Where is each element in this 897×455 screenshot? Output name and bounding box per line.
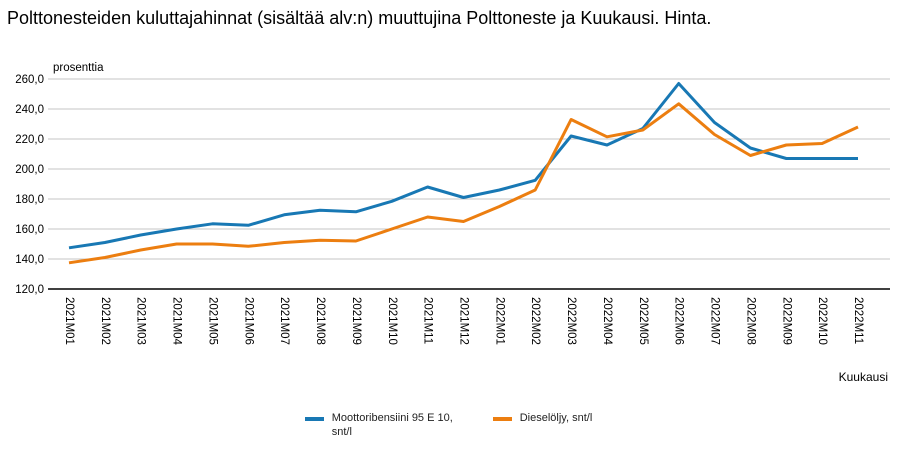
grid-layer: 260,0 240,0 220,0 200,0 180,0 160,0 140,0 120,0: [15, 74, 890, 296]
x-tick-label: 2021M07: [278, 297, 290, 345]
x-tick-label: 2022M11: [852, 297, 864, 344]
x-tick-label: 2022M09: [780, 297, 792, 345]
y-tick-label: 120,0: [15, 284, 44, 296]
x-tick-label: 2021M04: [171, 297, 183, 346]
x-tick-label: 2021M03: [135, 297, 147, 345]
x-tick-label: 2021M08: [314, 297, 326, 345]
x-tick-label: 2021M02: [99, 297, 111, 345]
bensiini-line-swatch-icon: [304, 417, 324, 421]
y-tick-label: 160,0: [15, 224, 44, 236]
series-line-0: [68, 82, 858, 250]
chart-legend: Moottoribensiini 95 E 10, snt/l Dieselöl…: [0, 412, 897, 440]
x-tick-label: 2021M06: [242, 297, 254, 345]
x-tick-label: 2021M09: [350, 297, 362, 345]
legend-item-diesel: Dieselöljy, snt/l: [492, 412, 593, 426]
x-tick-label: 2021M10: [386, 297, 398, 345]
diesel-line-swatch-icon: [492, 417, 512, 421]
chart-title: Polttonesteiden kuluttajahinnat (sisältä…: [7, 8, 712, 28]
x-tick-label: 2022M03: [565, 297, 577, 345]
x-axis-title: Kuukausi: [839, 370, 888, 384]
legend-label-bensiini: Moottoribensiini 95 E 10, snt/l: [331, 412, 453, 438]
x-tick-label: 2022M10: [816, 297, 828, 345]
x-tick-label: 2022M02: [529, 297, 541, 345]
legend-item-bensiini: Moottoribensiini 95 E 10, snt/l: [304, 412, 467, 440]
y-tick-label: 240,0: [15, 104, 44, 116]
x-tick-label: 2022M04: [601, 297, 613, 346]
legend-label-diesel: Dieselöljy, snt/l: [519, 412, 593, 424]
series-layer: [68, 82, 859, 265]
y-tick-label: 200,0: [15, 164, 44, 176]
y-tick-label: 260,0: [15, 74, 44, 86]
x-tick-label: 2022M07: [709, 297, 721, 345]
x-tick-label: 2022M06: [673, 297, 685, 345]
x-tick-label: 2022M01: [493, 297, 505, 345]
y-tick-label: 180,0: [15, 194, 44, 206]
x-tick-label: 2021M01: [63, 297, 75, 345]
x-tick-label: 2022M05: [637, 297, 649, 345]
x-tick-label: 2021M11: [422, 297, 434, 344]
x-tick-label: 2021M12: [458, 297, 470, 345]
x-tick-label: 2021M05: [206, 297, 218, 345]
x-axis-tick-labels: 2021M01 2021M02 2021M03 2021M04 2021M05 2021M…: [63, 297, 864, 346]
y-tick-label: 140,0: [15, 254, 44, 266]
x-tick-label: 2022M08: [744, 297, 756, 345]
line-chart: prosenttia 260,0 240,0 220,0 200,0 180,0 160,…: [15, 62, 890, 384]
y-axis-title: prosenttia: [53, 62, 104, 74]
series-line-1: [68, 102, 859, 265]
y-tick-label: 220,0: [15, 134, 44, 146]
